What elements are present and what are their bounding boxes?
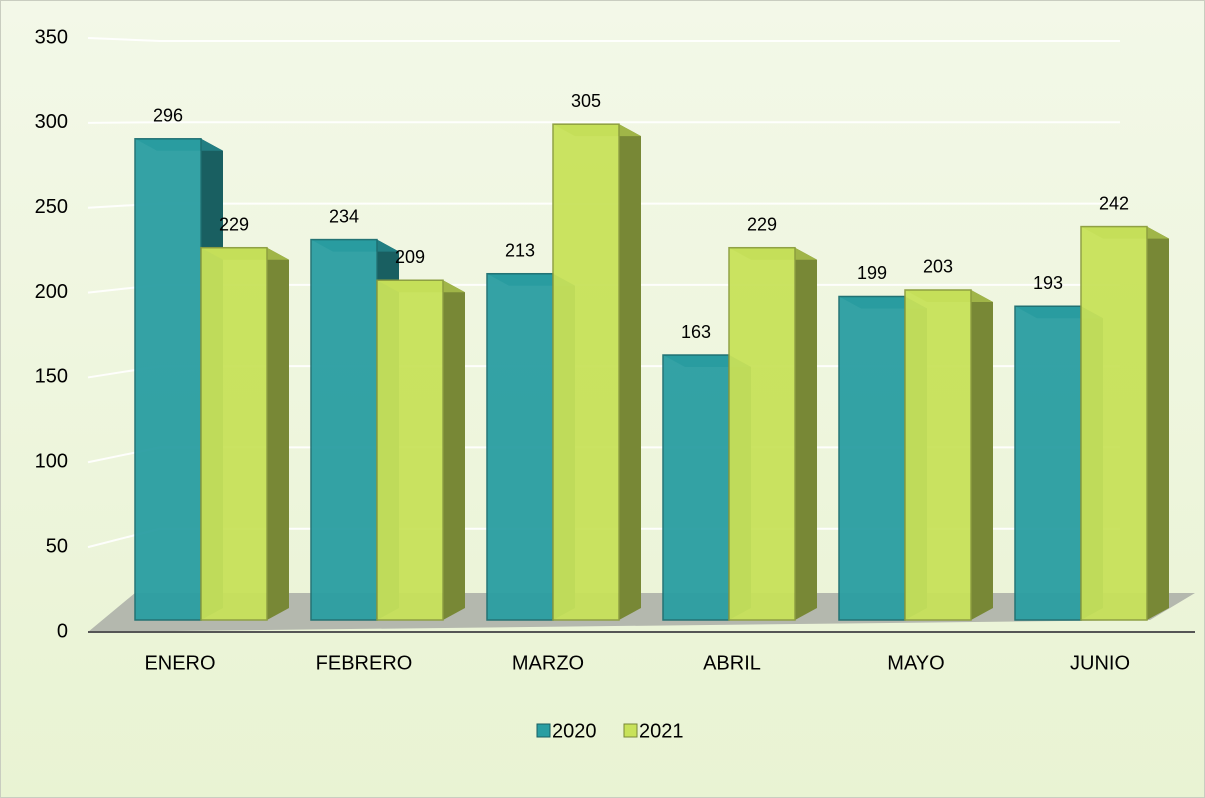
bar-side <box>443 280 465 620</box>
legend-label: 2021 <box>639 720 684 742</box>
value-label: 193 <box>1033 273 1063 293</box>
bar <box>728 246 796 621</box>
value-label: 213 <box>505 240 535 260</box>
x-tick-label: ABRIL <box>703 652 761 674</box>
bar <box>486 272 554 621</box>
y-tick-label: 0 <box>57 620 68 642</box>
bar <box>376 279 444 621</box>
bar <box>1014 305 1082 621</box>
bar-side <box>267 247 289 620</box>
value-label: 163 <box>681 322 711 342</box>
bar-side <box>619 124 641 621</box>
bar <box>1080 225 1148 621</box>
bar <box>200 246 268 621</box>
y-tick-label: 300 <box>35 111 68 133</box>
y-tick-label: 100 <box>35 451 68 473</box>
bar-side <box>1147 226 1169 620</box>
x-tick-label: MARZO <box>512 652 584 674</box>
x-tick-label: JUNIO <box>1070 652 1130 674</box>
y-tick-label: 150 <box>35 366 68 388</box>
value-label: 209 <box>395 247 425 267</box>
grid-line <box>87 121 1120 124</box>
y-tick-label: 50 <box>46 535 68 557</box>
bar <box>838 295 906 621</box>
value-label: 242 <box>1099 193 1129 213</box>
value-label: 305 <box>571 91 601 111</box>
value-label: 199 <box>857 263 887 283</box>
value-label: 296 <box>153 106 183 126</box>
value-label: 234 <box>329 206 359 226</box>
y-tick-label: 200 <box>35 281 68 303</box>
x-tick-label: ENERO <box>144 652 215 674</box>
bar <box>134 138 202 621</box>
legend-swatch <box>536 723 551 738</box>
value-label: 203 <box>923 257 953 277</box>
x-tick-label: MAYO <box>887 652 944 674</box>
value-label: 229 <box>747 214 777 234</box>
bar <box>904 289 972 621</box>
bar-side <box>795 247 817 620</box>
legend-swatch <box>623 723 638 738</box>
bar-side <box>971 289 993 620</box>
y-tick-label: 350 <box>35 26 68 48</box>
grid-line <box>87 37 1120 42</box>
y-tick-label: 250 <box>35 196 68 218</box>
legend-label: 2020 <box>552 720 597 742</box>
bar <box>552 123 620 621</box>
bar <box>310 238 378 621</box>
bar <box>662 354 730 621</box>
value-label: 229 <box>219 214 249 234</box>
x-tick-label: FEBRERO <box>316 652 413 674</box>
